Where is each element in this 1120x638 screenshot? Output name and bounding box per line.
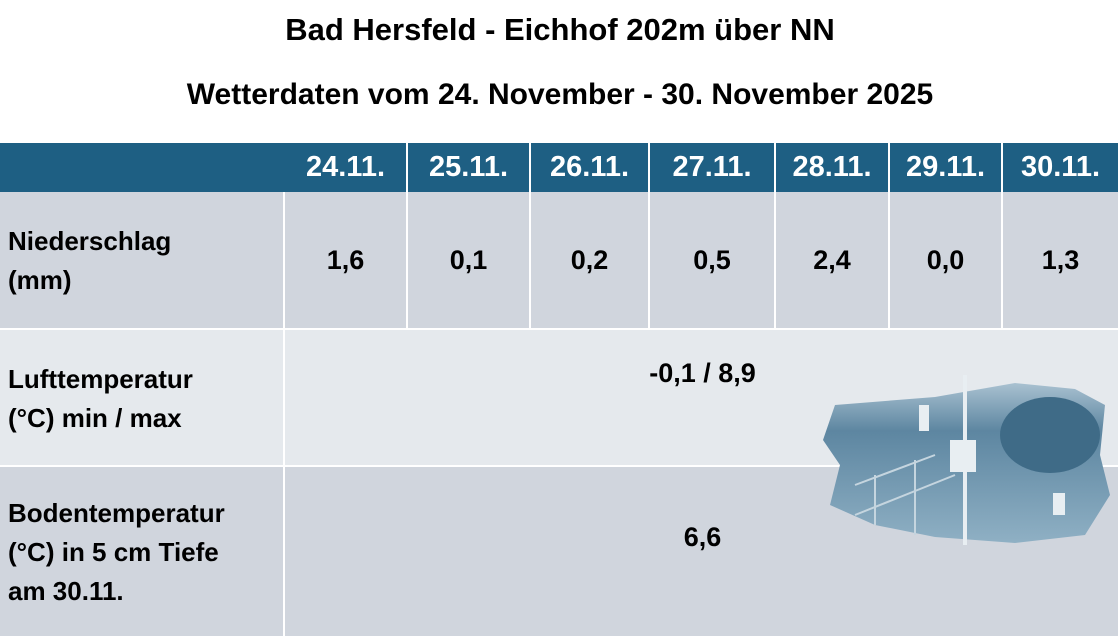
value: -0,1 / 8,9 (649, 358, 756, 388)
row-label-line: Bodentemperatur (8, 498, 225, 528)
value: 6,6 (683, 522, 722, 552)
column-header: 25.11. (408, 143, 531, 192)
row-label-line: (°C) in 5 cm Tiefe (8, 537, 219, 567)
value-cell: 0,2 (531, 192, 650, 330)
value-cell: 2,4 (776, 192, 890, 330)
row-label-line: am 30.11. (8, 576, 124, 606)
row-label-line: (mm) (8, 265, 72, 295)
value-cell: 0,1 (408, 192, 531, 330)
row-label-line: (°C) min / max (8, 402, 182, 433)
station-photo (823, 375, 1110, 545)
value-cell: 0,0 (890, 192, 1003, 330)
row-label-line: Niederschlag (8, 226, 172, 256)
column-header: 24.11. (285, 143, 408, 192)
row-label: Bodentemperatur (°C) in 5 cm Tiefe am 30.1… (8, 467, 225, 638)
value-cell: 1,6 (285, 192, 408, 330)
column-header: 28.11. (776, 143, 890, 192)
column-header: 27.11. (650, 143, 776, 192)
row-label-line: Lufttemperatur (8, 363, 193, 394)
value-cell: 1,3 (1003, 192, 1120, 330)
column-header: 30.11. (1003, 143, 1120, 192)
row-label-cell (0, 330, 285, 467)
subtitle: Wetterdaten vom 24. November - 30. Novem… (186, 78, 934, 111)
column-header: 29.11. (890, 143, 1003, 192)
row-label: Lufttemperatur (°C) min / max (8, 330, 193, 467)
title: Bad Hersfeld - Eichhof 202m über NN (285, 12, 835, 47)
value-cell: 0,5 (650, 192, 776, 330)
column-header: 26.11. (531, 143, 650, 192)
row-label-cell (0, 467, 285, 638)
row-label: Niederschlag (mm) (8, 192, 171, 330)
row-label-cell (0, 192, 285, 330)
